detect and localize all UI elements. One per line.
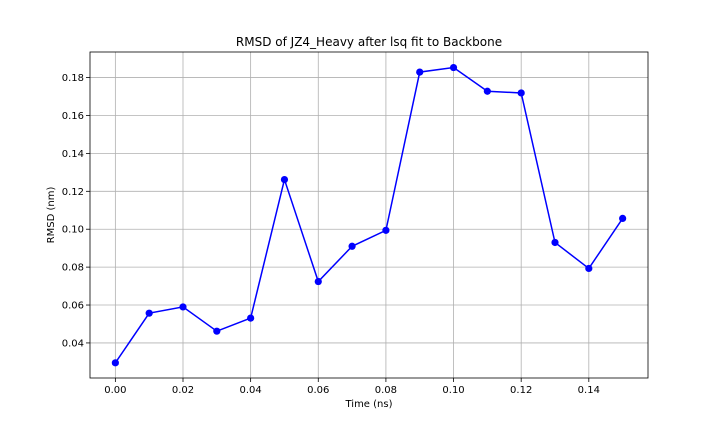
- series-line: [114, 66, 624, 364]
- data-point: [179, 303, 187, 311]
- data-point: [449, 63, 458, 72]
- y-tick-label: 0.04: [62, 338, 84, 349]
- grid-lines: [90, 52, 648, 378]
- x-tick-label: 0.02: [172, 385, 194, 396]
- data-point: [382, 226, 390, 234]
- y-axis-ticks: 0.04 0.06 0.08 0.10 0.12 0.14 0.16 0.18: [62, 73, 90, 349]
- data-point: [145, 309, 153, 317]
- data-point: [314, 277, 322, 286]
- data-point: [551, 238, 559, 247]
- x-tick-label: 0.14: [578, 385, 600, 396]
- y-tick-label: 0.12: [62, 187, 84, 198]
- x-tick-label: 0.10: [442, 385, 464, 396]
- data-point: [280, 175, 289, 184]
- y-tick-label: 0.16: [62, 111, 84, 122]
- data-point: [213, 327, 221, 335]
- x-tick-label: 0.08: [375, 385, 397, 396]
- data-point: [517, 89, 525, 97]
- series-layer: [111, 63, 627, 367]
- data-point: [585, 264, 593, 273]
- data-point: [416, 68, 424, 76]
- x-tick-label: 0.04: [240, 385, 262, 396]
- y-tick-label: 0.08: [62, 263, 84, 274]
- y-axis-label: RMSD (nm): [46, 187, 57, 244]
- plot-frame: [89, 51, 649, 379]
- y-tick-label: 0.18: [62, 73, 84, 84]
- x-tick-label: 0.00: [104, 385, 126, 396]
- data-point: [348, 242, 356, 250]
- x-tick-label: 0.06: [307, 385, 329, 396]
- y-tick-label: 0.06: [62, 301, 84, 312]
- data-point: [247, 314, 255, 322]
- x-tick-label: 0.12: [510, 385, 532, 396]
- y-tick-label: 0.10: [62, 225, 84, 236]
- data-point: [483, 87, 491, 95]
- x-axis-label: Time (ns): [344, 399, 392, 410]
- y-tick-label: 0.14: [62, 149, 84, 160]
- chart-title: RMSD of JZ4_Heavy after lsq fit to Backb…: [236, 35, 502, 49]
- x-axis-ticks: 0.00 0.02 0.04 0.06 0.08 0.10 0.12 0.14: [104, 378, 600, 396]
- data-point: [111, 359, 119, 367]
- data-point: [619, 214, 627, 223]
